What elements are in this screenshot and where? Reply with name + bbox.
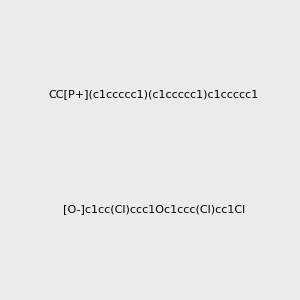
Text: [O-]c1cc(Cl)ccc1Oc1ccc(Cl)cc1Cl: [O-]c1cc(Cl)ccc1Oc1ccc(Cl)cc1Cl [63, 204, 245, 214]
Text: CC[P+](c1ccccc1)(c1ccccc1)c1ccccc1: CC[P+](c1ccccc1)(c1ccccc1)c1ccccc1 [49, 89, 259, 99]
